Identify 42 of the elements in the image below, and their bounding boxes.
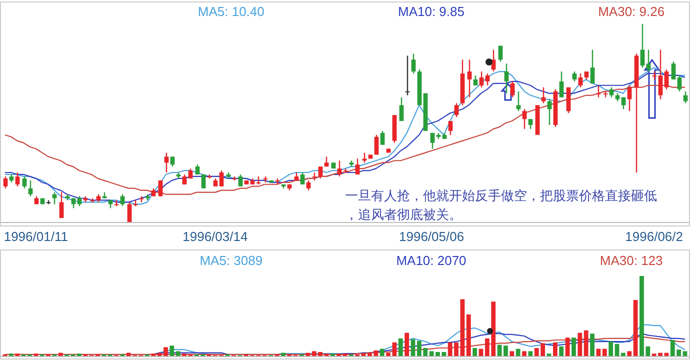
bar [590,334,594,356]
x-tick-label: 1996/01/11 [4,229,68,244]
bar [510,351,514,356]
bar [280,352,286,356]
bar [565,338,570,356]
x-tick-label: 1996/06/2 [625,229,684,244]
bar [682,351,688,356]
bar [620,352,626,356]
x-tick-label: 1996/03/14 [182,229,248,244]
bar [614,344,620,356]
bar [380,348,384,356]
legend: MA5: 10.40 MA10: 9.85 MA30: 9.26 [198,4,665,19]
bar [572,338,576,356]
bar [176,351,180,356]
bar [504,346,508,356]
bar [516,348,520,356]
bar [472,348,478,356]
bar [602,348,607,356]
bar [578,332,582,356]
bar [164,347,168,356]
bar [460,299,465,356]
annotation: 一旦有人抢，他就开始反手做空，把股票价格直接砸低，追风者彻底被关。 [345,189,657,223]
bar [170,346,174,356]
bar [386,352,390,356]
legend: MA5: 3089 MA10: 2070 MA30: 123 [200,253,663,268]
bar [404,332,410,356]
x-tick-label: 1996/05/06 [399,229,464,244]
bar [58,352,63,356]
bar [559,346,564,356]
bar [608,342,614,356]
bar [429,351,434,356]
bar [552,342,558,356]
bar [584,330,588,356]
bar [528,351,533,356]
bar [392,342,397,356]
bar [466,314,471,356]
bar [522,351,526,356]
bar [633,300,638,356]
bar [410,339,416,356]
bar [627,351,632,356]
bar [306,352,310,356]
bar [398,338,403,356]
